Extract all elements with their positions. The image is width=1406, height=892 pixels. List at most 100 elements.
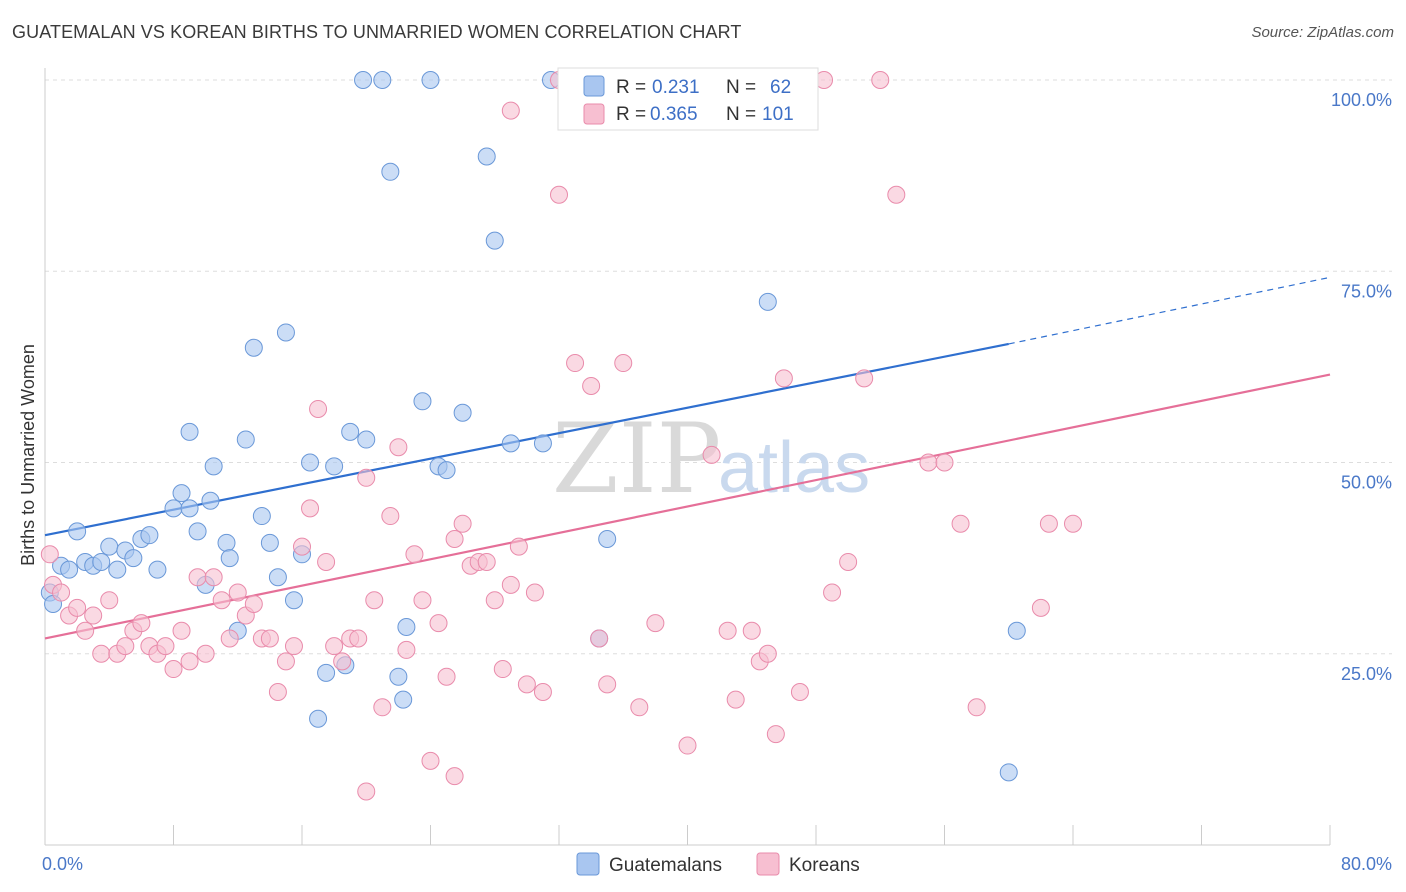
korean-point [421,751,440,770]
korean-point [413,591,432,610]
guatemalan-point [108,560,127,579]
guatemalan-point [437,461,456,480]
guatemalan-point [453,403,472,422]
guatemalan-point [172,484,191,503]
korean-point [84,606,103,625]
korean-point [493,660,512,679]
y-tick-label: 25.0% [1341,664,1392,684]
korean-point [381,507,400,526]
korean-point [501,101,520,120]
guatemalan-point [381,162,400,181]
y-tick-label: 75.0% [1341,281,1392,301]
korean-point [188,568,207,587]
korean-point [742,621,761,640]
guatemalan-point [413,392,432,411]
korean-point [76,621,95,640]
korean-point [40,545,59,564]
korean-point [445,767,464,786]
guatemalan-point [260,533,279,552]
korean-point [951,514,970,533]
guatemalan-point [92,552,111,571]
guatemalan-point [68,522,87,541]
korean-point [718,621,737,640]
guatemalan-point [180,499,199,518]
guatemalan-point [180,422,199,441]
korean-point [260,629,279,648]
korean-point [533,683,552,701]
guatemalan-point [148,560,167,579]
legend-n-value-2: 101 [762,104,794,125]
korean-point [1064,514,1082,533]
korean-point [758,644,777,663]
guatemalan-point [268,568,287,587]
korean-point [397,640,416,659]
korean-point [373,698,392,717]
korean-point [855,369,874,388]
korean-point [453,514,472,533]
korean-point [349,629,368,648]
guatemalan-point [188,522,207,541]
korean-point [180,652,199,671]
korean-point [357,468,376,487]
korean-point [405,545,424,564]
korean-point [325,637,344,656]
korean-point [309,399,328,418]
guatemalan-point [60,560,79,579]
korean-point [590,629,609,648]
legend-r-value-2: 0.365 [650,104,698,125]
korean-point [445,530,464,548]
guatemalan-point [999,763,1018,782]
guatemalan-point [397,617,416,636]
legend-n-value-1: 62 [770,77,791,98]
x-tick-max: 80.0% [1341,854,1392,874]
korean-point [525,583,544,602]
korean-trend-line [44,373,1331,640]
korean-point [293,537,311,556]
bottom-legend-guatemalans: Guatemalans [609,855,722,876]
guatemalan-point [244,338,263,357]
guatemalan-point [485,231,504,250]
korean-point [935,453,954,472]
korean-point [871,71,890,89]
korean-point [437,667,456,686]
korean-point [702,445,721,464]
korean-point [276,652,295,671]
korean-point [678,736,697,755]
legend-r-value-1: 0.231 [652,77,700,98]
korean-point [389,438,408,457]
korean-point [132,614,151,633]
stats-legend: R = 0.231 N = 62 R = 0.365 N = 101 [557,67,819,131]
korean-point [823,583,842,602]
legend-n-label-1: N = [726,77,756,98]
korean-point [156,637,175,656]
korean-point [220,629,239,648]
korean-point [228,583,247,602]
guatemalan-point [236,430,255,449]
korean-point [301,499,320,518]
guatemalan-point [598,530,617,548]
korean-point [919,453,938,472]
korean-point [92,644,111,663]
guatemalan-point [164,499,183,518]
guatemalan-point [217,533,236,552]
y-tick-labels: 25.0% 50.0% 75.0% 100.0% [1331,90,1392,684]
korean-point [501,575,520,594]
korean-point [268,683,287,701]
bottom-legend-swatch-koreans [756,852,780,876]
legend-r-label-2: R = [616,104,646,125]
bottom-legend-koreans: Koreans [789,855,860,876]
guatemalan-point [373,71,392,89]
guatemalan-point [140,526,159,545]
korean-point [839,552,858,571]
korean-point [52,583,71,602]
guatemalan-point [341,422,360,441]
chart-title: GUATEMALAN VS KOREAN BIRTHS TO UNMARRIED… [12,22,742,42]
korean-point [766,725,785,744]
bottom-legend: Guatemalans Koreans [576,852,860,876]
bottom-legend-swatch-guatemalans [576,852,600,876]
korean-point [967,698,986,717]
guatemalan-point [100,537,119,556]
guatemalan-point [325,457,344,476]
source-label: Source: ZipAtlas.com [1251,24,1394,41]
